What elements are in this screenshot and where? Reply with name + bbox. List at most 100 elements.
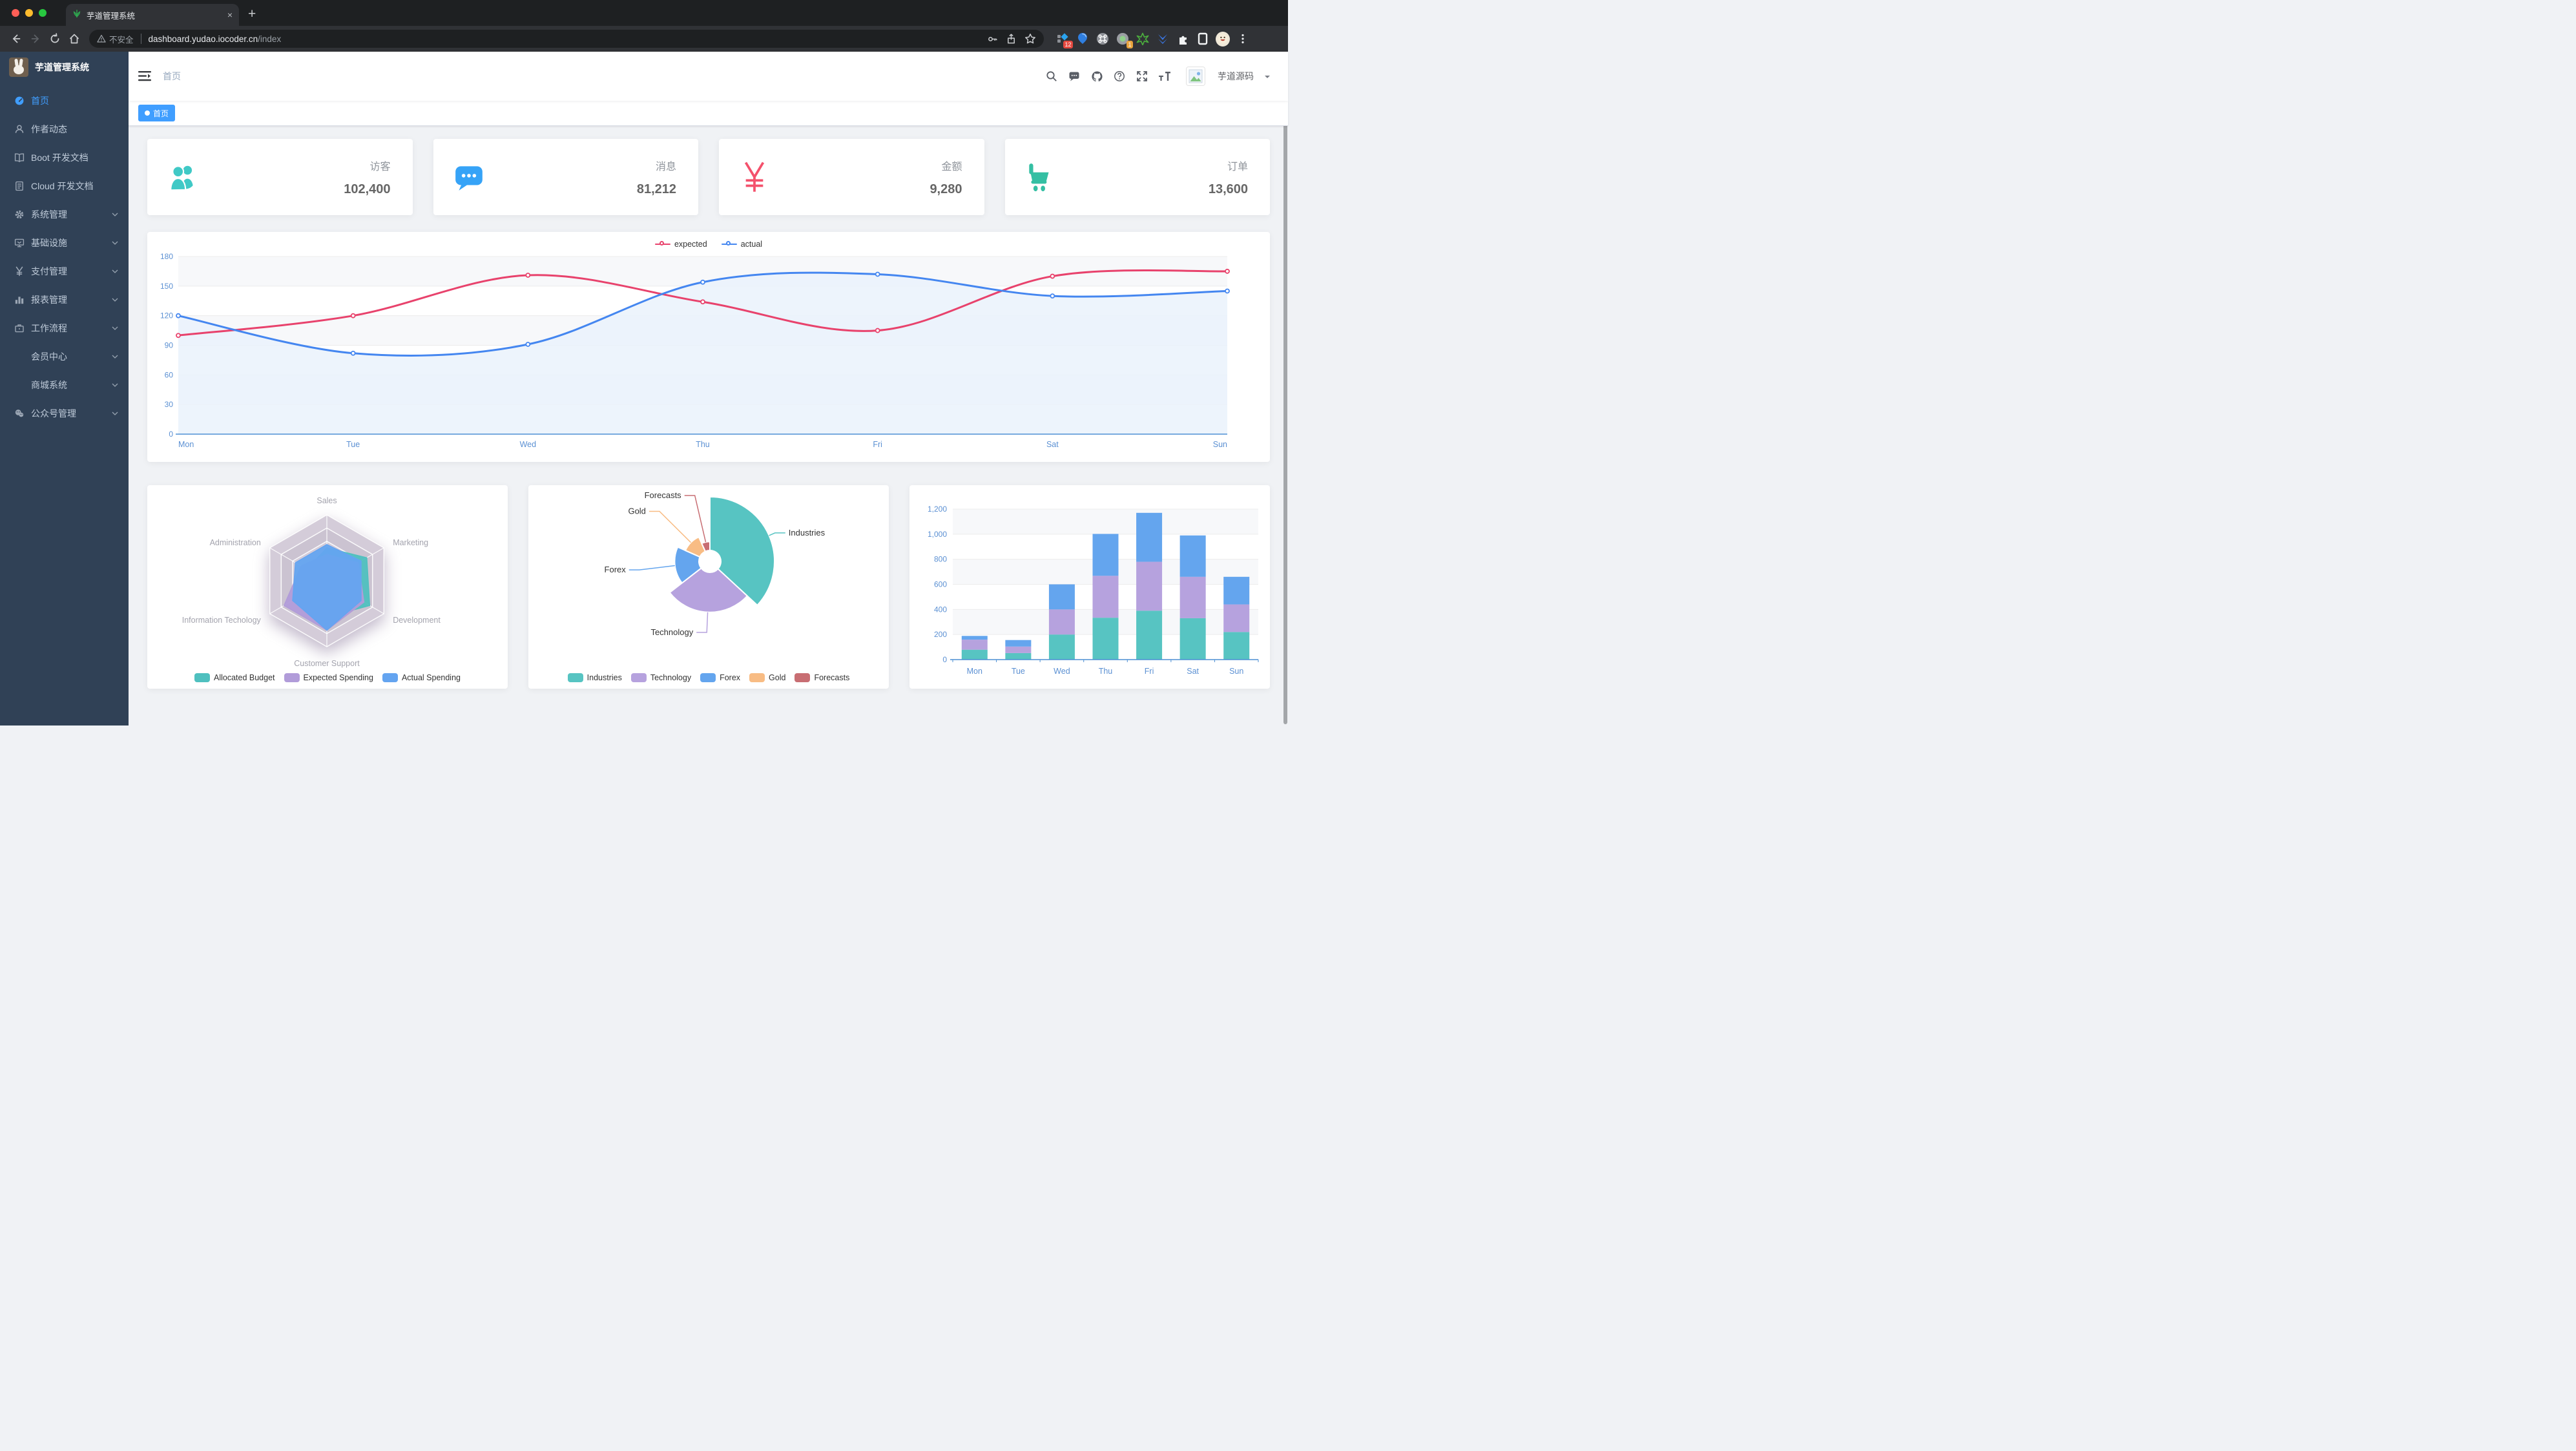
logo-avatar (9, 57, 28, 77)
username[interactable]: 芋道源码 (1218, 71, 1254, 81)
extension-recorder-icon[interactable]: 1 (1116, 32, 1133, 48)
warning-triangle-icon (97, 34, 106, 43)
document-icon (14, 181, 25, 191)
sidebar-item-system[interactable]: 系统管理 (0, 200, 129, 229)
hamburger-icon[interactable] (138, 71, 151, 81)
forward-icon[interactable] (27, 30, 44, 47)
svg-text:Sales: Sales (317, 496, 337, 505)
extension-balloon-icon[interactable] (1075, 32, 1090, 46)
browser-tab[interactable]: 芋道管理系统 × (66, 4, 239, 26)
monitor-icon (14, 238, 25, 248)
help-icon[interactable] (1113, 70, 1126, 83)
svg-text:Fri: Fri (873, 440, 882, 449)
svg-text:120: 120 (160, 311, 173, 320)
sidebar-item-author[interactable]: 作者动态 (0, 115, 129, 143)
profile-avatar[interactable] (1216, 31, 1230, 47)
window-minimize-button[interactable] (25, 9, 33, 17)
password-key-icon[interactable] (987, 34, 998, 45)
legend-item-gold[interactable]: Gold (749, 673, 785, 682)
legend-item-allocated-budget[interactable]: Allocated Budget (194, 673, 275, 682)
radar-chart[interactable]: Sales Marketing Development Customer Suppor… (147, 485, 508, 689)
home-icon[interactable] (66, 30, 83, 47)
caret-down-icon[interactable] (1265, 75, 1270, 81)
extension-star-icon[interactable] (1136, 32, 1150, 46)
stacked-bar-chart[interactable]: 0 200 400 600 800 1,000 1,200 Mon Tue Wed Thu Fri Sa… (909, 485, 1270, 689)
message-icon[interactable] (1068, 70, 1081, 83)
svg-text:Sat: Sat (1187, 667, 1199, 676)
back-icon[interactable] (8, 30, 25, 47)
sidebar-item-reports[interactable]: 报表管理 (0, 286, 129, 314)
new-tab-button[interactable]: + (248, 6, 256, 21)
sidebar-item-workflow[interactable]: 工作流程 (0, 314, 129, 342)
search-icon[interactable] (1045, 70, 1058, 83)
stat-label: 消息 (655, 161, 676, 172)
legend-item-expected-spending[interactable]: Expected Spending (284, 673, 373, 682)
url-text[interactable]: dashboard.yudao.iocoder.cn/index (148, 34, 282, 44)
sidebar-item-home[interactable]: 首页 (0, 87, 129, 115)
scrollbar[interactable] (1283, 53, 1287, 724)
window-zoom-button[interactable] (39, 9, 47, 17)
legend-item-forex[interactable]: Forex (700, 673, 740, 682)
legend-item-expected[interactable]: expected (654, 240, 707, 249)
sidebar-item-boot-docs[interactable]: Boot 开发文档 (0, 143, 129, 172)
security-warning[interactable]: 不安全 (97, 33, 134, 45)
sidebar-item-infra[interactable]: 基础设施 (0, 229, 129, 257)
github-icon[interactable] (1090, 70, 1103, 83)
line-chart[interactable]: 0 30 60 90 120 150 180 Mon Tue Wed Thu Fri Sat Sun (147, 232, 1270, 462)
reload-icon[interactable] (47, 30, 63, 47)
svg-text:Tue: Tue (346, 440, 360, 449)
browser-menu-icon[interactable] (1236, 32, 1250, 46)
sidebar-item-payment[interactable]: 支付管理 (0, 257, 129, 286)
legend-item-forecasts[interactable]: Forecasts (795, 673, 849, 682)
browser-tabstrip: 芋道管理系统 × + (0, 0, 1288, 26)
stat-value: 81,212 (636, 182, 676, 196)
sidebar-logo[interactable]: 芋道管理系统 (0, 52, 129, 83)
sidebar-menu: 首页 作者动态 Boot 开发文档 Cloud 开发文档 系统管理 (0, 83, 129, 428)
stat-card-amount[interactable]: 金额 9,280 (719, 139, 984, 215)
sidebar-item-member-center[interactable]: 会员中心 (0, 342, 129, 371)
svg-text:180: 180 (160, 252, 173, 261)
pie-chart[interactable]: Industries Technology Forex Gold Forecasts (528, 485, 889, 689)
pie-chart-card: Industries Technology Forex Gold Forecasts I… (528, 485, 889, 689)
svg-text:400: 400 (934, 605, 947, 614)
extension-command-icon[interactable] (1096, 32, 1110, 46)
favicon-leaf-icon (72, 9, 81, 21)
extensions-puzzle-icon[interactable] (1176, 32, 1190, 46)
svg-text:Sat: Sat (1046, 440, 1059, 449)
stat-card-messages[interactable]: 消息 81,212 (433, 139, 698, 215)
tag-home[interactable]: 首页 (138, 105, 176, 121)
yen-money-icon (738, 161, 771, 193)
legend-item-actual-spending[interactable]: Actual Spending (382, 673, 461, 682)
address-bar[interactable]: 不安全 dashboard.yudao.iocoder.cn/index (89, 30, 1044, 48)
share-icon[interactable] (1006, 33, 1017, 45)
stat-card-visitors[interactable]: 访客 102,400 (147, 139, 413, 215)
svg-text:Thu: Thu (1099, 667, 1113, 676)
user-avatar[interactable] (1186, 67, 1205, 86)
sidebar-item-mall-system[interactable]: 商城系统 (0, 371, 129, 399)
sidebar-item-wechat-mp[interactable]: 公众号管理 (0, 399, 129, 428)
line-chart-card: expected actual 0 30 60 90 120 150 180 Mon Tue We… (147, 232, 1270, 462)
bookmark-star-icon[interactable] (1024, 33, 1036, 45)
stat-card-orders[interactable]: 订单 13,600 (1004, 139, 1270, 215)
legend-item-technology[interactable]: Technology (630, 673, 691, 682)
font-size-icon[interactable] (1158, 70, 1171, 83)
fullscreen-icon[interactable] (1136, 70, 1148, 83)
extension-badge: 1 (1126, 41, 1133, 48)
chevron-down-icon (112, 326, 118, 330)
svg-text:30: 30 (165, 400, 174, 409)
sidebar-item-cloud-docs[interactable]: Cloud 开发文档 (0, 172, 129, 200)
reading-list-icon[interactable] (1196, 32, 1210, 46)
legend-item-actual[interactable]: actual (721, 240, 762, 249)
briefcase-icon (14, 323, 25, 333)
tab-close-icon[interactable]: × (227, 10, 233, 20)
legend-item-industries[interactable]: Industries (567, 673, 622, 682)
browser-toolbar: 不安全 dashboard.yudao.iocoder.cn/index 12 (0, 26, 1288, 52)
svg-text:90: 90 (165, 341, 174, 350)
extension-tampermonkey-icon[interactable]: 12 (1055, 32, 1073, 48)
stat-label: 金额 (941, 161, 962, 172)
extension-badge: 12 (1063, 41, 1073, 48)
radar-legend: Allocated Budget Expected Spending Actua… (147, 673, 508, 682)
breadcrumb[interactable]: 首页 (163, 71, 181, 81)
extension-vue-devtools-icon[interactable] (1156, 32, 1170, 46)
window-close-button[interactable] (12, 9, 19, 17)
